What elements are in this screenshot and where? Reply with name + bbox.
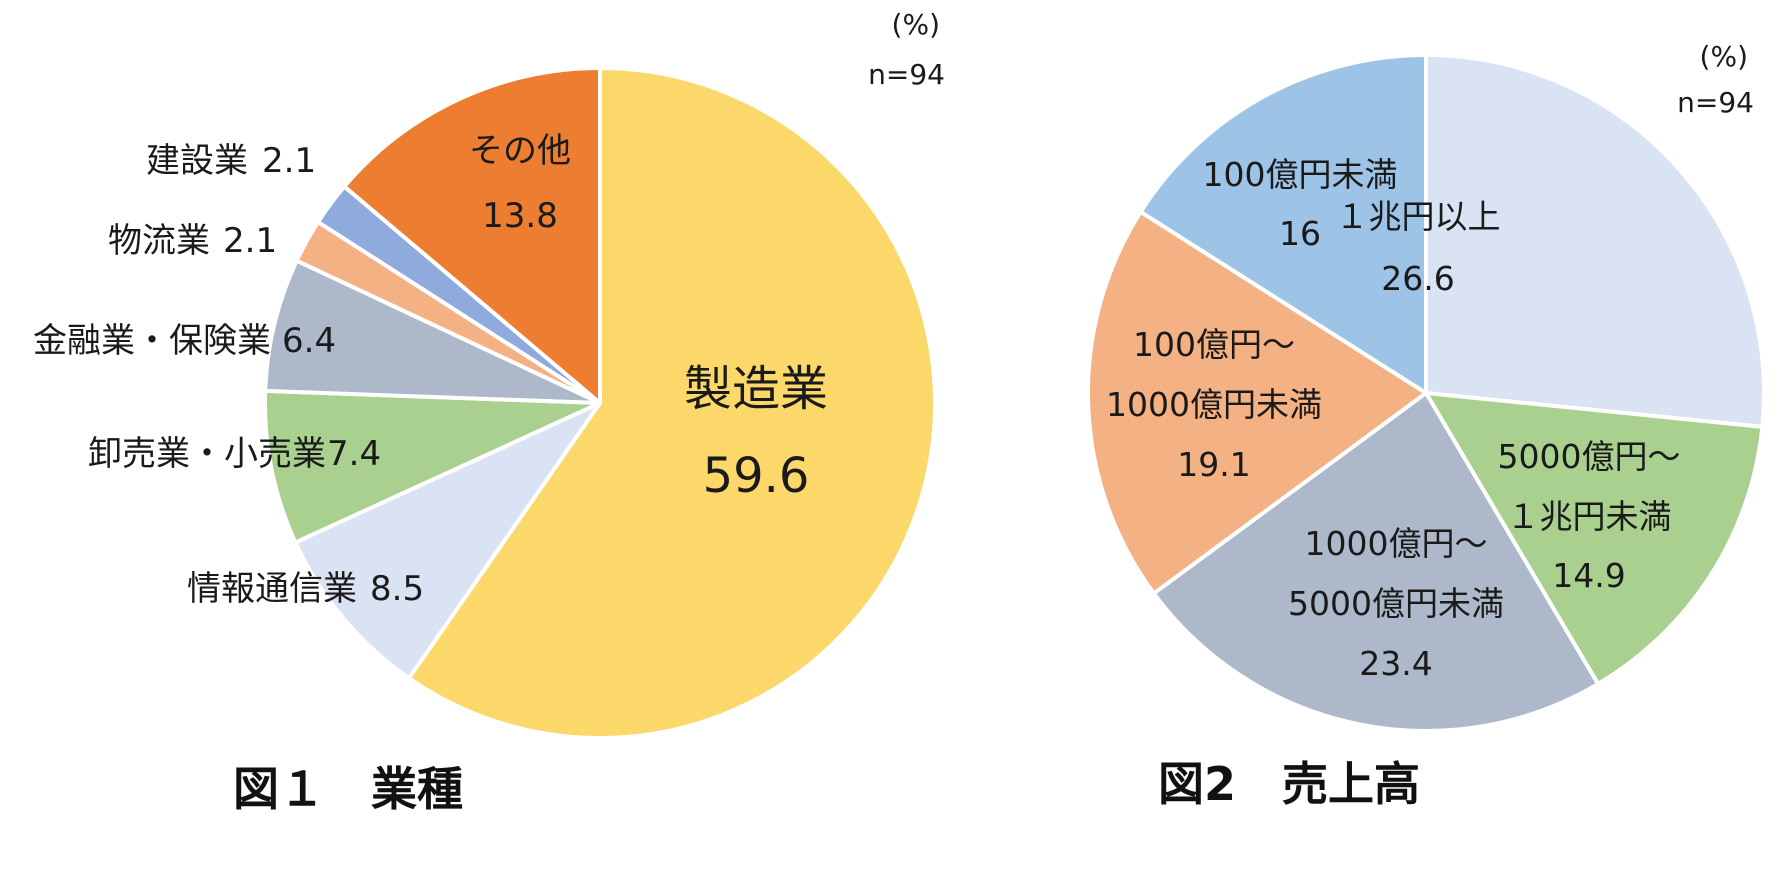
slice-label-retail: 卸売業・小売業 7.4 bbox=[88, 434, 381, 474]
industry-pie-chart bbox=[263, 66, 937, 740]
slice-value-over-1-trillion: 26.6 bbox=[1381, 259, 1454, 298]
sales-pie-chart bbox=[1086, 53, 1766, 734]
slice-value-finance: 6.4 bbox=[282, 321, 336, 361]
slice-name-finance: 金融業・保険業 bbox=[33, 321, 271, 361]
slice-value-logistics: 2.1 bbox=[223, 221, 277, 261]
slice-label-5000oku-line2: １兆円未満 bbox=[1507, 497, 1672, 536]
industry-pie-slice-3 bbox=[263, 258, 602, 405]
slice-value-under-100oku: 16 bbox=[1279, 214, 1321, 253]
sales-unit-label: (%) bbox=[1700, 40, 1748, 73]
slice-name-logistics: 物流業 bbox=[108, 221, 210, 261]
industry-unit-label: (%) bbox=[892, 8, 940, 41]
slice-value-5000oku: 14.9 bbox=[1552, 556, 1625, 595]
sales-pie-slice-0 bbox=[1424, 53, 1766, 429]
slice-label-logistics: 物流業 2.1 bbox=[108, 221, 277, 261]
slice-label-under-100oku: 100億円未満 bbox=[1203, 155, 1398, 194]
sales-n-label: n=94 bbox=[1677, 86, 1754, 119]
slice-label-finance: 金融業・保険業 6.4 bbox=[33, 321, 336, 361]
slice-label-1000oku-line1: 1000億円～ bbox=[1305, 524, 1488, 563]
slice-value-1000oku: 23.4 bbox=[1359, 644, 1432, 683]
industry-pie-slices bbox=[263, 66, 937, 740]
slice-value-other: 13.8 bbox=[482, 196, 558, 236]
slice-value-construction: 2.1 bbox=[262, 141, 316, 181]
slice-label-100oku-line2: 1000億円未満 bbox=[1106, 385, 1322, 424]
industry-pie-slice-6 bbox=[342, 66, 602, 405]
industry-pie-slice-2 bbox=[263, 388, 602, 545]
sales-pie-slice-1 bbox=[1424, 391, 1765, 686]
slice-label-construction: 建設業 2.1 bbox=[146, 141, 316, 181]
slice-label-over-1-trillion: １兆円以上 bbox=[1336, 197, 1501, 236]
slice-label-other: その他 bbox=[469, 131, 571, 171]
slice-value-ict: 8.5 bbox=[370, 569, 424, 609]
sales-chart-caption: 図2 売上高 bbox=[1158, 757, 1420, 811]
slice-name-retail: 卸売業・小売業 bbox=[88, 434, 326, 474]
sales-pie-slice-3 bbox=[1086, 209, 1428, 596]
slice-value-retail: 7.4 bbox=[327, 434, 381, 474]
slice-label-5000oku-line1: 5000億円～ bbox=[1498, 437, 1681, 476]
slice-value-manufacturing: 59.6 bbox=[703, 448, 810, 504]
industry-chart-caption: 図１ 業種 bbox=[233, 762, 463, 816]
slice-label-ict: 情報通信業 8.5 bbox=[187, 569, 424, 609]
industry-pie-slice-1 bbox=[293, 401, 602, 681]
slice-label-1000oku-line2: 5000億円未満 bbox=[1288, 584, 1504, 623]
sales-pie-slice-4 bbox=[1138, 53, 1428, 395]
industry-n-label: n=94 bbox=[868, 58, 945, 91]
slice-label-manufacturing: 製造業 bbox=[684, 361, 828, 417]
sales-pie-slice-2 bbox=[1151, 391, 1601, 734]
slice-name-ict: 情報通信業 bbox=[187, 569, 357, 609]
industry-pie-slice-0 bbox=[406, 66, 937, 740]
slice-value-100oku: 19.1 bbox=[1177, 445, 1250, 484]
slice-name-construction: 建設業 bbox=[146, 141, 248, 181]
slice-label-100oku-line1: 100億円～ bbox=[1133, 325, 1295, 364]
sales-pie-slices bbox=[1086, 53, 1766, 734]
